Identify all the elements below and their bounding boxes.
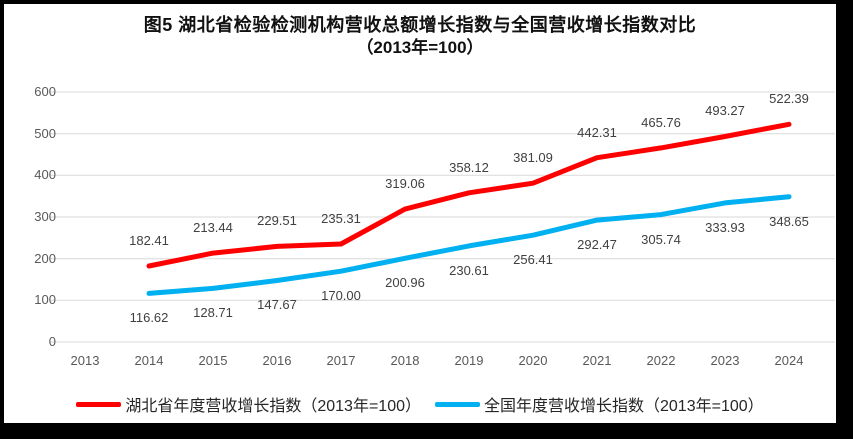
data-label: 170.00 — [321, 288, 361, 303]
y-tick-label: 200 — [34, 251, 56, 266]
chart-title: 图5 湖北省检验检测机构营收总额增长指数与全国营收增长指数对比 （2013年=1… — [4, 14, 836, 59]
data-label: 116.62 — [129, 310, 169, 325]
data-label: 230.61 — [449, 263, 489, 278]
data-label: 292.47 — [577, 237, 617, 252]
data-label: 256.41 — [513, 252, 553, 267]
data-label: 235.31 — [321, 211, 361, 226]
x-tick-label: 2019 — [454, 353, 484, 368]
data-label: 333.93 — [705, 220, 745, 235]
legend-red-line-swatch — [76, 401, 122, 407]
x-tick-label: 2024 — [774, 353, 804, 368]
x-tick-label: 2013 — [70, 353, 100, 368]
legend-item-hubei: 湖北省年度营收增长指数（2013年=100） — [76, 392, 421, 416]
x-tick-label: 2022 — [646, 353, 676, 368]
plot-area — [50, 91, 835, 343]
data-label: 358.12 — [449, 160, 489, 175]
y-tick-label: 100 — [34, 292, 56, 307]
data-label: 213.44 — [193, 220, 233, 235]
data-label: 465.76 — [641, 115, 681, 130]
data-label: 147.67 — [257, 297, 297, 312]
series-line-0 — [146, 121, 792, 269]
x-tick-label: 2018 — [390, 353, 420, 368]
data-label: 348.65 — [769, 214, 809, 229]
x-tick-label: 2016 — [262, 353, 292, 368]
chart-figure: 图5 湖北省检验检测机构营收总额增长指数与全国营收增长指数对比 （2013年=1… — [4, 4, 836, 423]
x-tick-label: 2017 — [326, 353, 356, 368]
series-line-1 — [146, 194, 792, 296]
data-label: 493.27 — [705, 103, 745, 118]
legend-blue-line-swatch — [435, 401, 480, 407]
y-tick-label: 0 — [48, 334, 56, 349]
data-label: 381.09 — [513, 150, 553, 165]
data-label: 128.71 — [193, 305, 233, 320]
chart-title-line1: 图5 湖北省检验检测机构营收总额增长指数与全国营收增长指数对比 — [143, 15, 697, 35]
x-tick-label: 2014 — [134, 353, 164, 368]
data-label: 305.74 — [641, 232, 681, 247]
legend-item-national: 全国年度营收增长指数（2013年=100） — [435, 392, 764, 416]
y-tick-label: 300 — [34, 209, 56, 224]
legend-label-hubei: 湖北省年度营收增长指数（2013年=100） — [125, 398, 421, 415]
x-tick-label: 2023 — [710, 353, 740, 368]
data-label: 319.06 — [385, 176, 425, 191]
x-tick-label: 2015 — [198, 353, 228, 368]
y-tick-label: 500 — [34, 126, 56, 141]
y-tick-label: 600 — [34, 84, 56, 99]
data-label: 522.39 — [769, 91, 809, 106]
y-tick-label: 400 — [34, 167, 56, 182]
legend-label-national: 全国年度营收增长指数（2013年=100） — [484, 398, 764, 415]
data-label: 442.31 — [577, 125, 617, 140]
data-label: 200.96 — [385, 275, 425, 290]
legend: 湖北省年度营收增长指数（2013年=100） 全国年度营收增长指数（2013年=… — [4, 392, 836, 416]
x-tick-label: 2021 — [582, 353, 612, 368]
data-label: 182.41 — [129, 233, 169, 248]
x-tick-label: 2020 — [518, 353, 548, 368]
chart-title-line2: （2013年=100） — [356, 38, 484, 57]
data-label: 229.51 — [257, 213, 297, 228]
